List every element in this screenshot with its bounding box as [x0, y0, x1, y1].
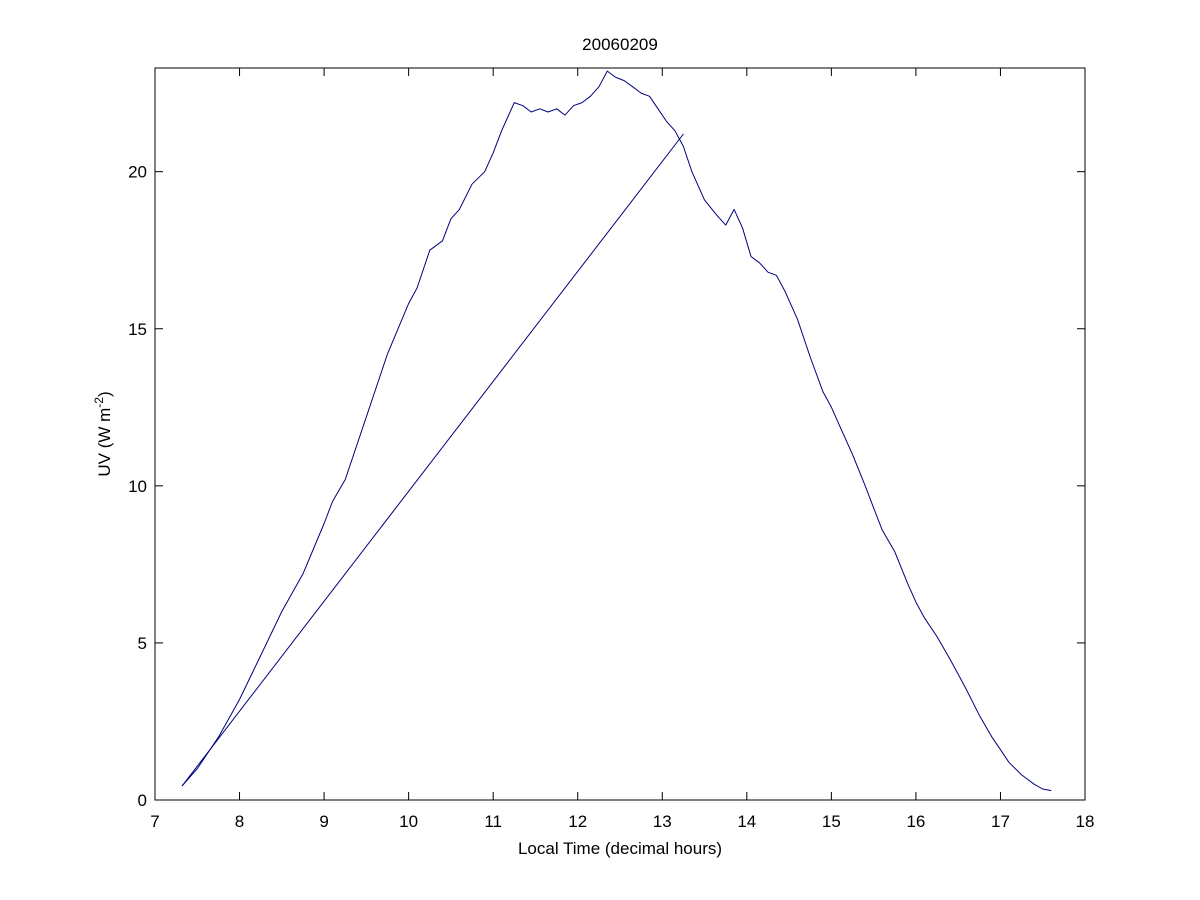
x-tick-label: 7 — [150, 812, 159, 831]
series-layer — [181, 70, 1052, 792]
y-tick-label: 15 — [128, 320, 147, 339]
x-tick-label: 13 — [653, 812, 672, 831]
uv-return-segment-line — [181, 133, 684, 787]
x-tick-label: 8 — [235, 812, 244, 831]
y-tick-label: 20 — [128, 163, 147, 182]
x-tick-label: 18 — [1076, 812, 1095, 831]
uv-series-line — [181, 70, 1052, 792]
x-tick-label: 12 — [568, 812, 587, 831]
y-axis-label-close: ) — [95, 391, 114, 397]
chart-title: 20060209 — [582, 35, 658, 54]
x-axis-label: Local Time (decimal hours) — [518, 839, 722, 858]
x-tick-label: 11 — [484, 812, 502, 831]
y-axis-label: UV (W m-2) — [92, 391, 114, 476]
x-tick-label: 14 — [737, 812, 756, 831]
y-tick-label: 10 — [128, 477, 147, 496]
x-tick-label: 17 — [991, 812, 1010, 831]
plot-area — [154, 67, 1086, 801]
x-tick-label: 9 — [319, 812, 328, 831]
y-axis-label-main: UV (W m — [95, 408, 114, 477]
y-axis-label-superscript: -2 — [92, 397, 106, 408]
y-tick-label: 0 — [138, 791, 147, 810]
ticks-layer: 7 8 9 10 11 12 13 14 15 16 17 18 0 5 10 15 20 — [128, 68, 1094, 831]
x-tick-label: 16 — [906, 812, 925, 831]
y-tick-label: 5 — [138, 634, 147, 653]
x-tick-label: 10 — [399, 812, 418, 831]
x-tick-label: 15 — [822, 812, 841, 831]
